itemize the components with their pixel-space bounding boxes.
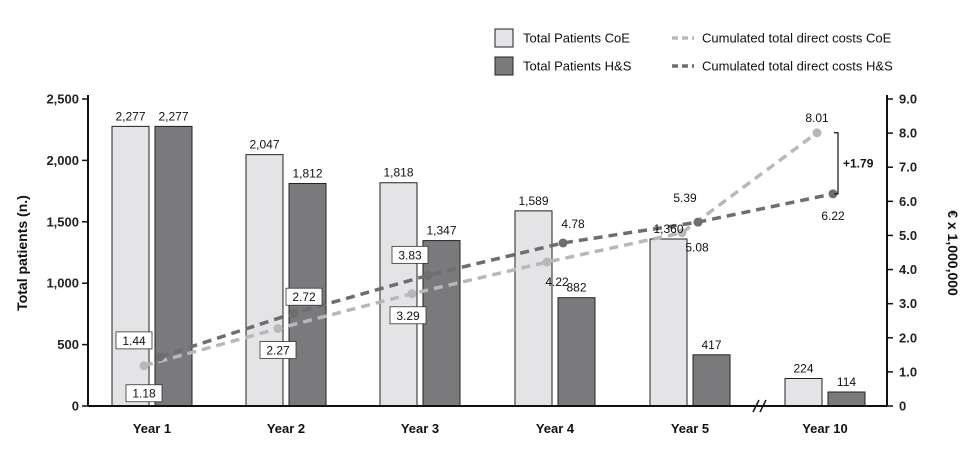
point-cumulated-total-direct-costs-h-s-year-4: [558, 238, 568, 248]
line-value-label: 4.78: [561, 217, 585, 231]
legend-label-total-patients-h-s: Total Patients H&S: [523, 59, 632, 74]
y2-tick-label: 2.0: [899, 330, 917, 345]
point-cumulated-total-direct-costs-h-s-year-1: [155, 352, 165, 362]
y-tick-label: 0: [72, 399, 79, 414]
y2-tick-label: 1.0: [899, 364, 917, 379]
x-tick-label: Year 1: [133, 421, 171, 436]
x-tick-label: Year 10: [802, 421, 848, 436]
line-value-label: 4.22: [545, 275, 569, 289]
line-value-label: 5.08: [685, 241, 709, 255]
line-label-box: [285, 287, 323, 306]
point-cumulated-total-direct-costs-h-s-year-2: [289, 308, 299, 318]
point-cumulated-total-direct-costs-h-s-year-10: [828, 189, 838, 199]
bar-total-patients-h-s-year-5: [692, 354, 731, 407]
bar-value-label: 1,360: [653, 222, 683, 236]
point-cumulated-total-direct-costs-h-s-year-5: [693, 217, 703, 227]
line-cumulated-total-direct-costs-coe: [143, 131, 819, 368]
bar-value-label: 417: [701, 338, 721, 352]
point-cumulated-total-direct-costs-coe-year-10: [812, 128, 822, 138]
x-tick-label: Year 3: [401, 421, 439, 436]
bar-total-patients-h-s-year-1: [154, 125, 193, 407]
legend-label-total-patients-coe: Total Patients CoE: [523, 31, 630, 46]
y-tick-label: 1,500: [46, 214, 79, 229]
y-tick-label: 2,000: [46, 153, 79, 168]
bar-total-patients-coe-year-5: [649, 238, 688, 407]
axis-break-mark: [752, 399, 760, 413]
x-tick-label: Year 5: [671, 421, 709, 436]
line-label-box: [259, 341, 297, 359]
line-cumulated-total-direct-costs-h-s: [159, 192, 834, 359]
bar-total-patients-h-s-year-4: [557, 297, 596, 407]
x-tick-label: Year 2: [267, 421, 305, 436]
y2-tick-label: 7.0: [899, 160, 917, 175]
line-label-box: [391, 245, 429, 264]
y2-tick-label: 5.0: [899, 228, 917, 243]
point-cumulated-total-direct-costs-coe-year-5: [677, 228, 687, 238]
bar-total-patients-h-s-year-3: [422, 240, 461, 407]
cost-lines: [139, 128, 838, 371]
axes: 0 500 1,000 1,500 2,000 2,500 0 1.0 2.0 3.0 4.0 5.0…: [46, 92, 917, 437]
y-axis-title: Total patients (n.): [14, 195, 30, 311]
bar-value-label: 2,277: [115, 109, 145, 123]
line-value-label: 6.22: [821, 209, 845, 223]
line-value-label: 2.72: [292, 290, 316, 304]
legend-label-cumulated-total-direct-costs-coe: Cumulated total direct costs CoE: [702, 31, 892, 46]
legend-label-cumulated-total-direct-costs-h-s: Cumulated total direct costs H&S: [702, 59, 893, 74]
line-value-label: 1.18: [132, 387, 156, 401]
y2-axis-title: € x 1,000,000: [945, 210, 961, 296]
bars: [111, 125, 866, 407]
y2-tick-label: 4.0: [899, 262, 917, 277]
line-label-box: [125, 384, 163, 403]
point-cumulated-total-direct-costs-coe-year-3: [407, 289, 417, 299]
legend-swatch-total-patients-coe: [494, 28, 514, 48]
y-tick-label: 500: [57, 337, 79, 352]
line-label-box: [389, 306, 427, 325]
line-value-label: 8.01: [805, 111, 829, 125]
point-cumulated-total-direct-costs-coe-year-1: [139, 361, 149, 371]
y2-tick-label: 3.0: [899, 296, 917, 311]
legend-swatch-total-patients-h-s: [494, 56, 514, 76]
bar-total-patients-coe-year-10: [784, 377, 823, 407]
line-value-label: 1.44: [122, 334, 146, 348]
difference-bracket: [834, 132, 839, 195]
line-value-label: 5.39: [673, 191, 697, 205]
y-tick-label: 1,000: [46, 276, 79, 291]
y2-tick-label: 6.0: [899, 194, 917, 209]
y2-tick-label: 8.0: [899, 126, 917, 141]
bar-total-patients-h-s-year-10: [827, 391, 866, 407]
bar-value-label: 1,812: [292, 166, 322, 180]
bar-value-label: 224: [793, 361, 813, 375]
y2-tick-label: 0: [899, 399, 906, 414]
data-labels: 2,277 2,047 1,818 1,589 1,360 224 2,277 1,812 1,…: [115, 109, 874, 403]
bar-total-patients-coe-year-2: [245, 154, 284, 407]
point-cumulated-total-direct-costs-h-s-year-3: [423, 270, 433, 280]
y2-tick-label: 9.0: [899, 92, 917, 107]
difference-annotation: +1.79: [843, 156, 874, 170]
bar-value-label: 114: [837, 375, 856, 389]
bar-value-label: 2,047: [249, 138, 279, 152]
bar-total-patients-coe-year-4: [514, 210, 553, 407]
line-label-box: [115, 331, 153, 350]
bar-value-label: 882: [566, 281, 586, 295]
bar-value-label: 1,347: [426, 224, 456, 238]
point-cumulated-total-direct-costs-coe-year-2: [273, 324, 283, 334]
bar-value-label: 2,277: [158, 109, 188, 123]
axis-break-mark: [759, 399, 767, 413]
line-value-label: 3.83: [398, 248, 422, 262]
legend: Total Patients CoE Total Patients H&S Cumu…: [494, 28, 893, 76]
x-tick-label: Year 4: [536, 421, 575, 436]
bar-value-label: 1,818: [383, 166, 413, 180]
line-value-label: 2.27: [266, 344, 290, 358]
bar-value-label: 1,589: [518, 194, 548, 208]
point-cumulated-total-direct-costs-coe-year-4: [542, 257, 552, 267]
line-value-label: 3.29: [396, 309, 420, 323]
y-tick-label: 2,500: [46, 92, 79, 107]
